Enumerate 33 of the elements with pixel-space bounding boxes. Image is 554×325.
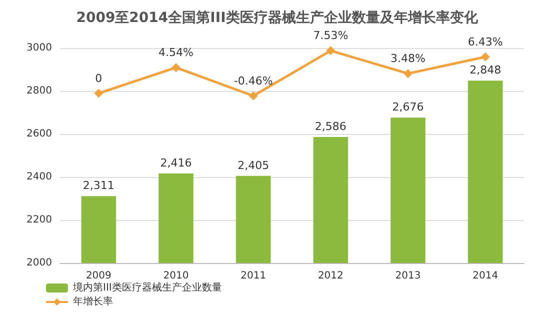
y-tick-label: 2000 (26, 258, 52, 268)
point (480, 52, 490, 62)
data-label: -0.46% (234, 74, 273, 88)
y-tick-label: 2800 (26, 86, 52, 96)
x-tick-label: 2014 (472, 270, 498, 282)
data-label: 2,676 (392, 100, 424, 114)
data-label: 0 (95, 72, 102, 85)
data-label: 4.54% (158, 46, 194, 60)
data-label: 3.48% (390, 52, 426, 66)
point (248, 91, 258, 100)
point (404, 69, 412, 78)
data-label: 2,405 (238, 158, 270, 172)
x-tick-label: 2011 (240, 270, 266, 282)
data-label: 7.53% (313, 29, 348, 42)
x-tick-label: 2010 (163, 270, 189, 282)
y-tick-label: 2400 (26, 172, 52, 182)
point (172, 63, 180, 72)
chart-title: 2009至2014全国第III类医疗器械生产企业数量及年增长率变化 (76, 9, 479, 26)
y-tick-label: 2600 (26, 128, 52, 140)
legend-label: 境内第III类医疗器械生产企业数量 (72, 282, 222, 294)
point (326, 46, 336, 56)
data-label: 2,848 (470, 64, 502, 77)
point (94, 88, 104, 98)
data-label: 2,311 (82, 179, 114, 192)
y-tick-label: 3000 (26, 42, 52, 54)
data-label: 6.43% (468, 35, 503, 48)
legend-label: 年增长率 (73, 296, 113, 308)
x-tick-label: 2009 (86, 270, 112, 282)
x-tick-label: 2012 (318, 270, 344, 282)
x-tick-label: 2013 (395, 270, 421, 282)
data-label: 2,416 (160, 156, 192, 170)
y-tick-label: 2200 (26, 214, 52, 226)
data-label: 2,586 (314, 120, 346, 134)
